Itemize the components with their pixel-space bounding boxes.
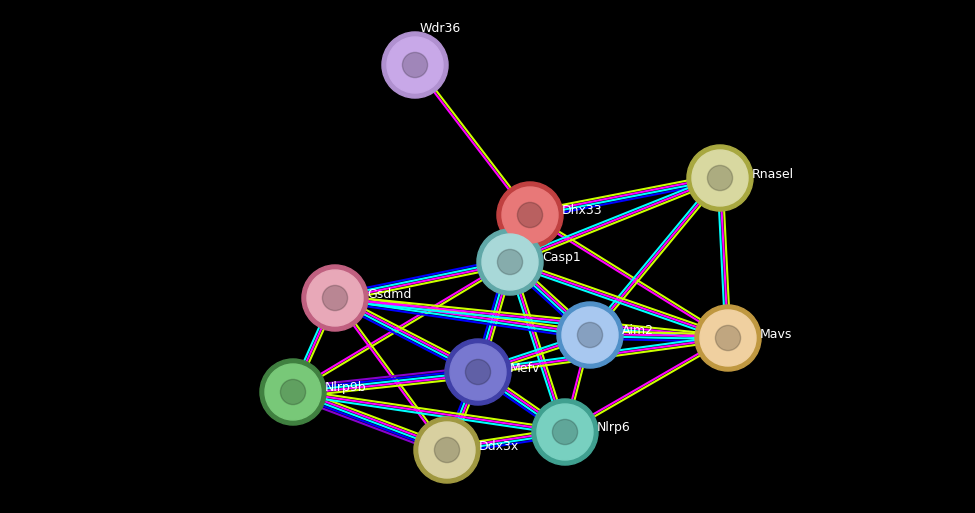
Circle shape [700, 310, 756, 366]
Circle shape [695, 305, 761, 371]
Text: Gsdmd: Gsdmd [367, 287, 411, 301]
Circle shape [260, 359, 326, 425]
Circle shape [323, 285, 348, 310]
Circle shape [687, 145, 753, 211]
Circle shape [281, 380, 305, 405]
Text: Ddx3x: Ddx3x [479, 440, 520, 452]
Text: Wdr36: Wdr36 [420, 23, 461, 35]
Circle shape [382, 32, 448, 98]
Circle shape [307, 270, 363, 326]
Circle shape [537, 404, 593, 460]
Circle shape [482, 234, 538, 290]
Circle shape [387, 37, 443, 93]
Circle shape [477, 229, 543, 295]
Circle shape [502, 187, 558, 243]
Text: Mavs: Mavs [760, 327, 793, 341]
Circle shape [419, 422, 475, 478]
Circle shape [435, 438, 459, 463]
Circle shape [497, 182, 563, 248]
Circle shape [465, 360, 490, 385]
Circle shape [562, 307, 618, 363]
Circle shape [708, 165, 732, 191]
Circle shape [716, 325, 741, 350]
Text: Rnasel: Rnasel [752, 168, 794, 181]
Circle shape [403, 52, 428, 77]
Circle shape [414, 417, 480, 483]
Text: Nlrp6: Nlrp6 [597, 422, 631, 435]
Circle shape [692, 150, 748, 206]
Circle shape [445, 339, 511, 405]
Circle shape [557, 302, 623, 368]
Circle shape [577, 322, 603, 348]
Text: Nlrp9b: Nlrp9b [325, 382, 367, 394]
Circle shape [497, 249, 523, 274]
Text: Casp1: Casp1 [542, 251, 581, 265]
Circle shape [450, 344, 506, 400]
Circle shape [518, 203, 543, 228]
Circle shape [553, 420, 577, 445]
Text: Mefv: Mefv [510, 362, 540, 374]
Text: Dhx33: Dhx33 [562, 205, 603, 218]
Text: Aim2: Aim2 [622, 325, 654, 338]
Circle shape [532, 399, 598, 465]
Circle shape [265, 364, 321, 420]
Circle shape [302, 265, 368, 331]
